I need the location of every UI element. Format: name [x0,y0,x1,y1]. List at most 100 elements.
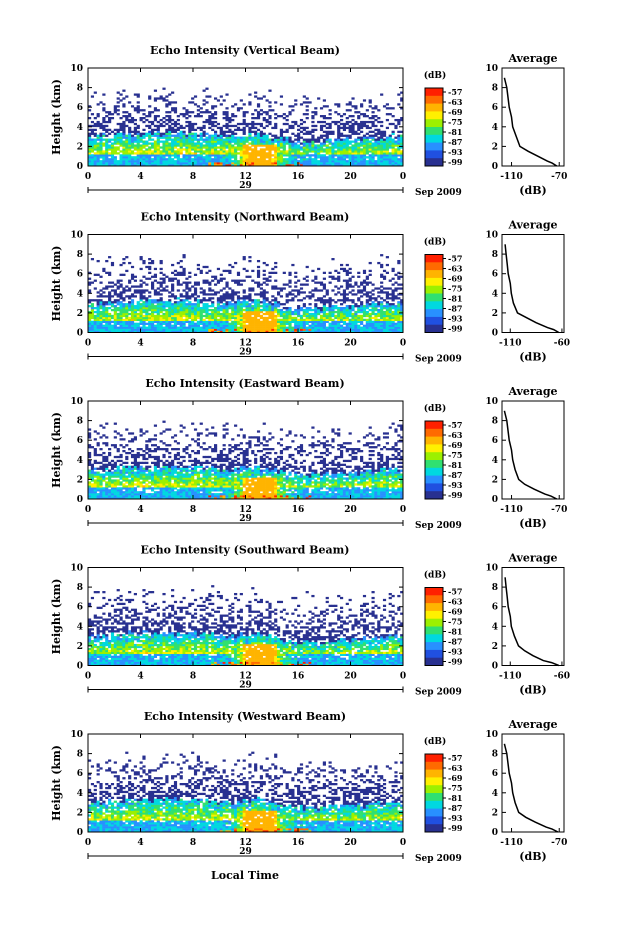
heatmap-cell [208,146,212,149]
heatmap-cell [311,312,315,316]
heatmap-cell [182,269,186,273]
profile-frame [501,67,565,167]
heatmap-cell [322,312,326,316]
heatmap-cell [116,140,120,143]
heatmap-cell [231,303,235,306]
heatmap-cell [288,150,292,153]
heatmap-cell [105,465,109,468]
heatmap-cell [139,328,143,331]
heatmap-cell [199,158,203,161]
heatmap-cell [259,144,263,147]
heatmap-cell [337,287,341,290]
heatmap-cell [208,330,212,333]
heatmap-cell [173,308,178,312]
heatmap-cell [360,162,364,165]
heatmap-cell [360,308,364,312]
heatmap-cell [216,307,221,310]
heatmap-cell [93,287,97,290]
heatmap-cell [88,164,92,167]
heatmap-cell [142,308,146,312]
heatmap-cell [262,322,266,325]
heatmap-cell [277,324,281,327]
heatmap-cell [214,142,218,145]
heatmap-cell [110,493,115,496]
y-tick-label: 4 [77,123,83,133]
heatmap-cell [176,138,180,141]
heatmap-cell [116,142,120,145]
heatmap-cell [305,142,309,145]
heatmap-cell [377,144,381,147]
heatmap-cell [165,160,169,163]
heatmap-cell [302,318,306,322]
heatmap-cell [142,142,146,145]
heatmap-cell [182,328,186,331]
heatmap-cell [214,308,218,312]
heatmap-cell [228,295,232,298]
heatmap-cell [254,95,258,98]
heatmap-cell [236,128,241,132]
heatmap-cell [133,107,137,110]
heatmap-cell [93,451,97,455]
heatmap-cell [90,310,95,314]
heatmap-cell [268,152,272,155]
heatmap-cell [382,320,387,323]
heatmap-cell [93,273,97,276]
heatmap-cell [354,320,358,323]
heatmap-cell [397,303,401,306]
heatmap-cell [185,312,189,316]
heatmap-cell [231,297,235,300]
heatmap-cell [256,307,261,310]
heatmap-cell [119,455,123,459]
heatmap-cell [96,305,100,308]
heatmap-cell [159,162,163,165]
heatmap-cell [322,138,326,141]
heatmap-cell [377,136,381,139]
heatmap-cell [239,140,243,143]
heatmap-cell [245,122,249,126]
heatmap-cell [102,316,106,320]
heatmap-cell [99,275,103,278]
heatmap-cell [360,330,364,333]
heatmap-cell [302,140,306,143]
heatmap-cell [394,273,398,276]
heatmap-cell [245,326,249,329]
heatmap-cell [279,150,284,153]
heatmap-cell [99,453,103,457]
heatmap-cell [151,316,155,320]
heatmap-cell [110,491,115,494]
heatmap-cell [374,320,378,323]
heatmap-cell [96,477,100,480]
heatmap-cell [179,152,183,155]
x-tick-label: 0 [85,172,91,182]
heatmap-cell [236,297,241,300]
heatmap-cell [116,493,120,496]
heatmap-cell [173,160,178,163]
heatmap-cell [234,322,238,325]
heatmap-cell [388,160,392,163]
heatmap-cell [136,142,140,145]
heatmap-cell [116,285,120,288]
heatmap-cell [211,105,215,108]
heatmap-cell [311,128,315,132]
heatmap-cell [345,164,349,167]
heatmap-cell [191,160,195,163]
heatmap-cell [193,318,198,322]
heatmap-cell [151,301,155,304]
heatmap-cell [110,444,115,447]
heatmap-cell [173,107,178,110]
heatmap-cell [385,303,389,306]
heatmap-cell [360,318,364,322]
heatmap-cell [328,148,332,151]
heatmap-cell [225,124,229,128]
heatmap-cell [119,144,123,147]
heatmap-cell [225,269,229,273]
heatmap-cell [239,122,243,126]
heatmap-cell [145,316,149,320]
heatmap-cell [88,330,92,333]
heatmap-cell [105,457,109,461]
heatmap-cell [228,148,232,151]
heatmap-cell [262,277,266,280]
heatmap-cell [193,162,198,165]
heatmap-cell [322,117,326,120]
heatmap-cell [88,128,92,132]
